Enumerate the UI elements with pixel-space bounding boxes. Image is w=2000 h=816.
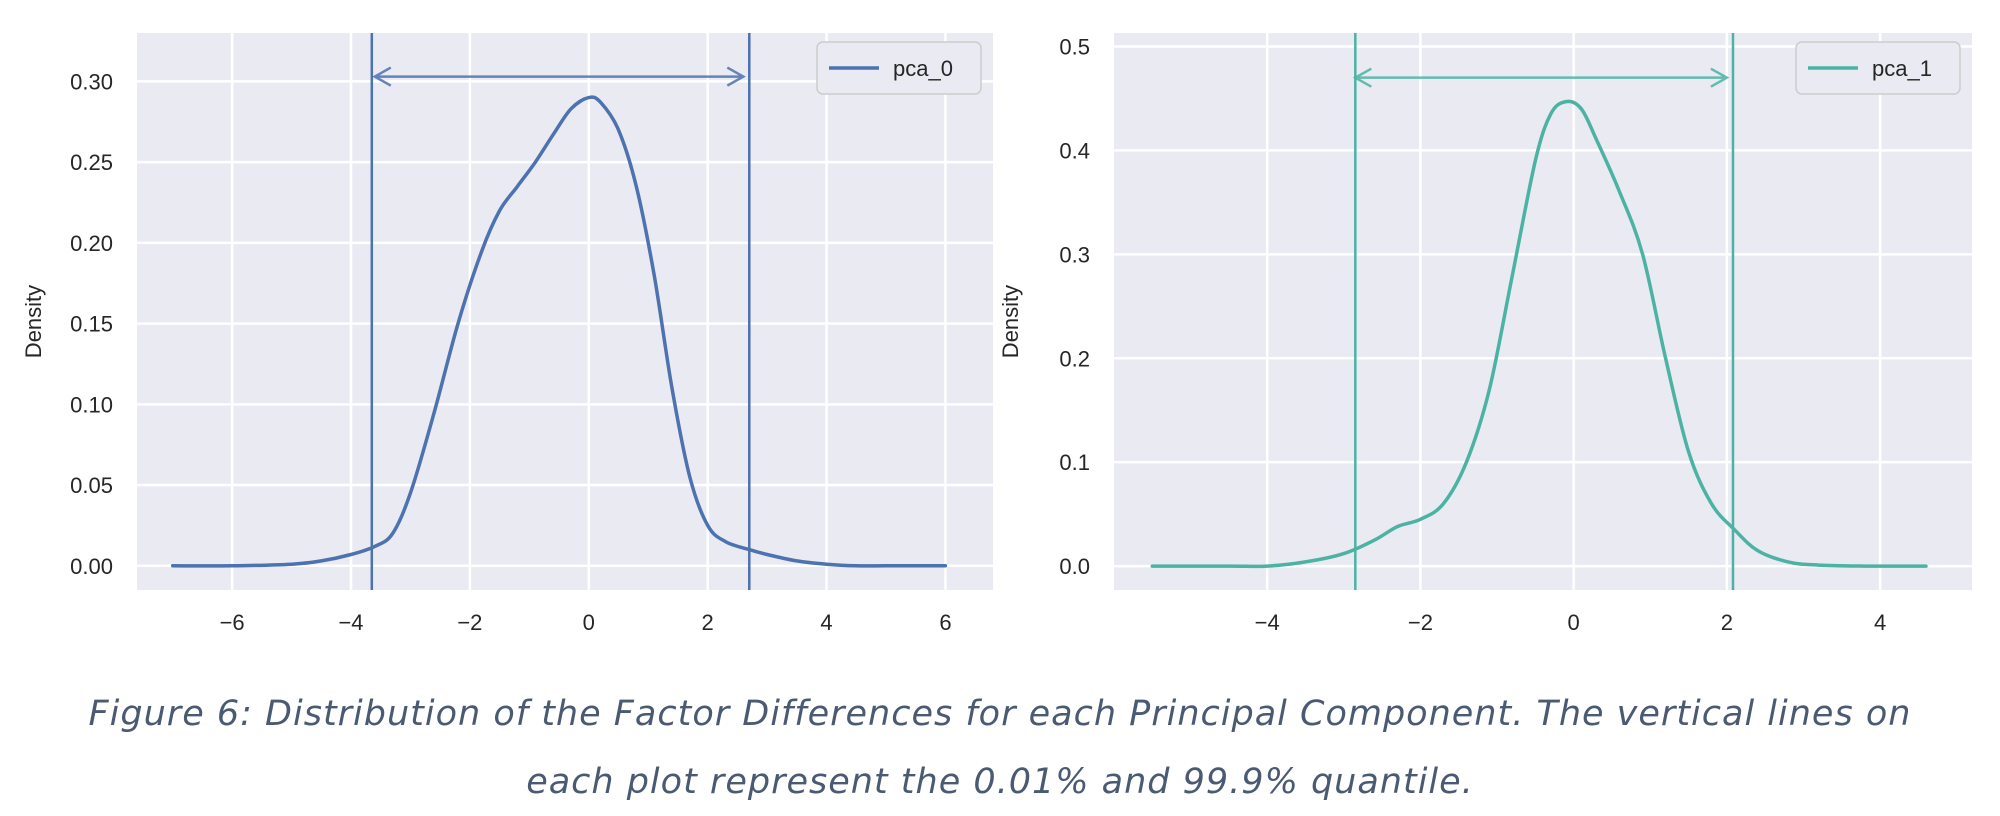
pca-0-density-plot: −6 −4 −2 0 2 4 6 0.00 0.05 0.10 0.15 0.20 0.25 0.30 De… [21,33,993,635]
legend-label: pca_1 [1872,56,1932,81]
x-tick-label: 2 [1721,610,1733,635]
y-tick-label: 0.10 [70,392,113,417]
y-tick-label: 0.2 [1059,346,1090,371]
y-tick-label: 0.3 [1059,242,1090,267]
y-tick-label: 0.4 [1059,138,1090,163]
legend: pca_1 [1795,41,1961,95]
x-tick-label: −6 [220,610,245,635]
plot-area [137,33,993,590]
x-tick-label: 4 [1874,610,1886,635]
legend-box [816,41,982,95]
x-tick-label: 2 [702,610,714,635]
legend-label: pca_0 [893,56,953,81]
y-tick-label: 0.15 [70,312,113,337]
y-axis-label: Density [21,285,46,358]
caption-line-1: Figure 6: Distribution of the Factor Dif… [88,694,1912,734]
x-tick-label: 0 [1568,610,1580,635]
figure-caption: Figure 6: Distribution of the Factor Dif… [60,680,1940,816]
y-tick-label: 0.00 [70,554,113,579]
caption-line-2: each plot represent the 0.01% and 99.9% … [526,762,1474,802]
y-tick-label: 0.25 [70,150,113,175]
y-axis-label: Density [998,285,1023,358]
legend-box [1795,41,1961,95]
y-tick-label: 0.20 [70,231,113,256]
x-tick-label: −2 [457,610,482,635]
plot-area [1114,33,1972,590]
density-curve-pca-1 [1150,99,1928,569]
y-tick-label: 0.1 [1059,450,1090,475]
x-tick-label: −4 [338,610,363,635]
legend: pca_0 [816,41,982,95]
y-tick-label: 0.30 [70,69,113,94]
x-tick-label: 0 [583,610,595,635]
y-tick-label: 0.5 [1059,35,1090,60]
x-tick-label: 6 [939,610,951,635]
figure-panels: −6 −4 −2 0 2 4 60.000.050.100.150.200.250.30De… [21,33,1972,635]
y-tick-label: 0.05 [70,473,113,498]
density-curve-pca-0 [170,95,948,568]
x-tick-label: −2 [1408,610,1433,635]
y-tick-label: 0.0 [1059,554,1090,579]
pca-1-density-plot: −4 −2 0 2 4 0.0 0.1 0.2 0.3 0.4 0.5 Density pca_1 [998,33,1972,635]
x-tick-label: 4 [820,610,832,635]
x-tick-label: −4 [1255,610,1280,635]
